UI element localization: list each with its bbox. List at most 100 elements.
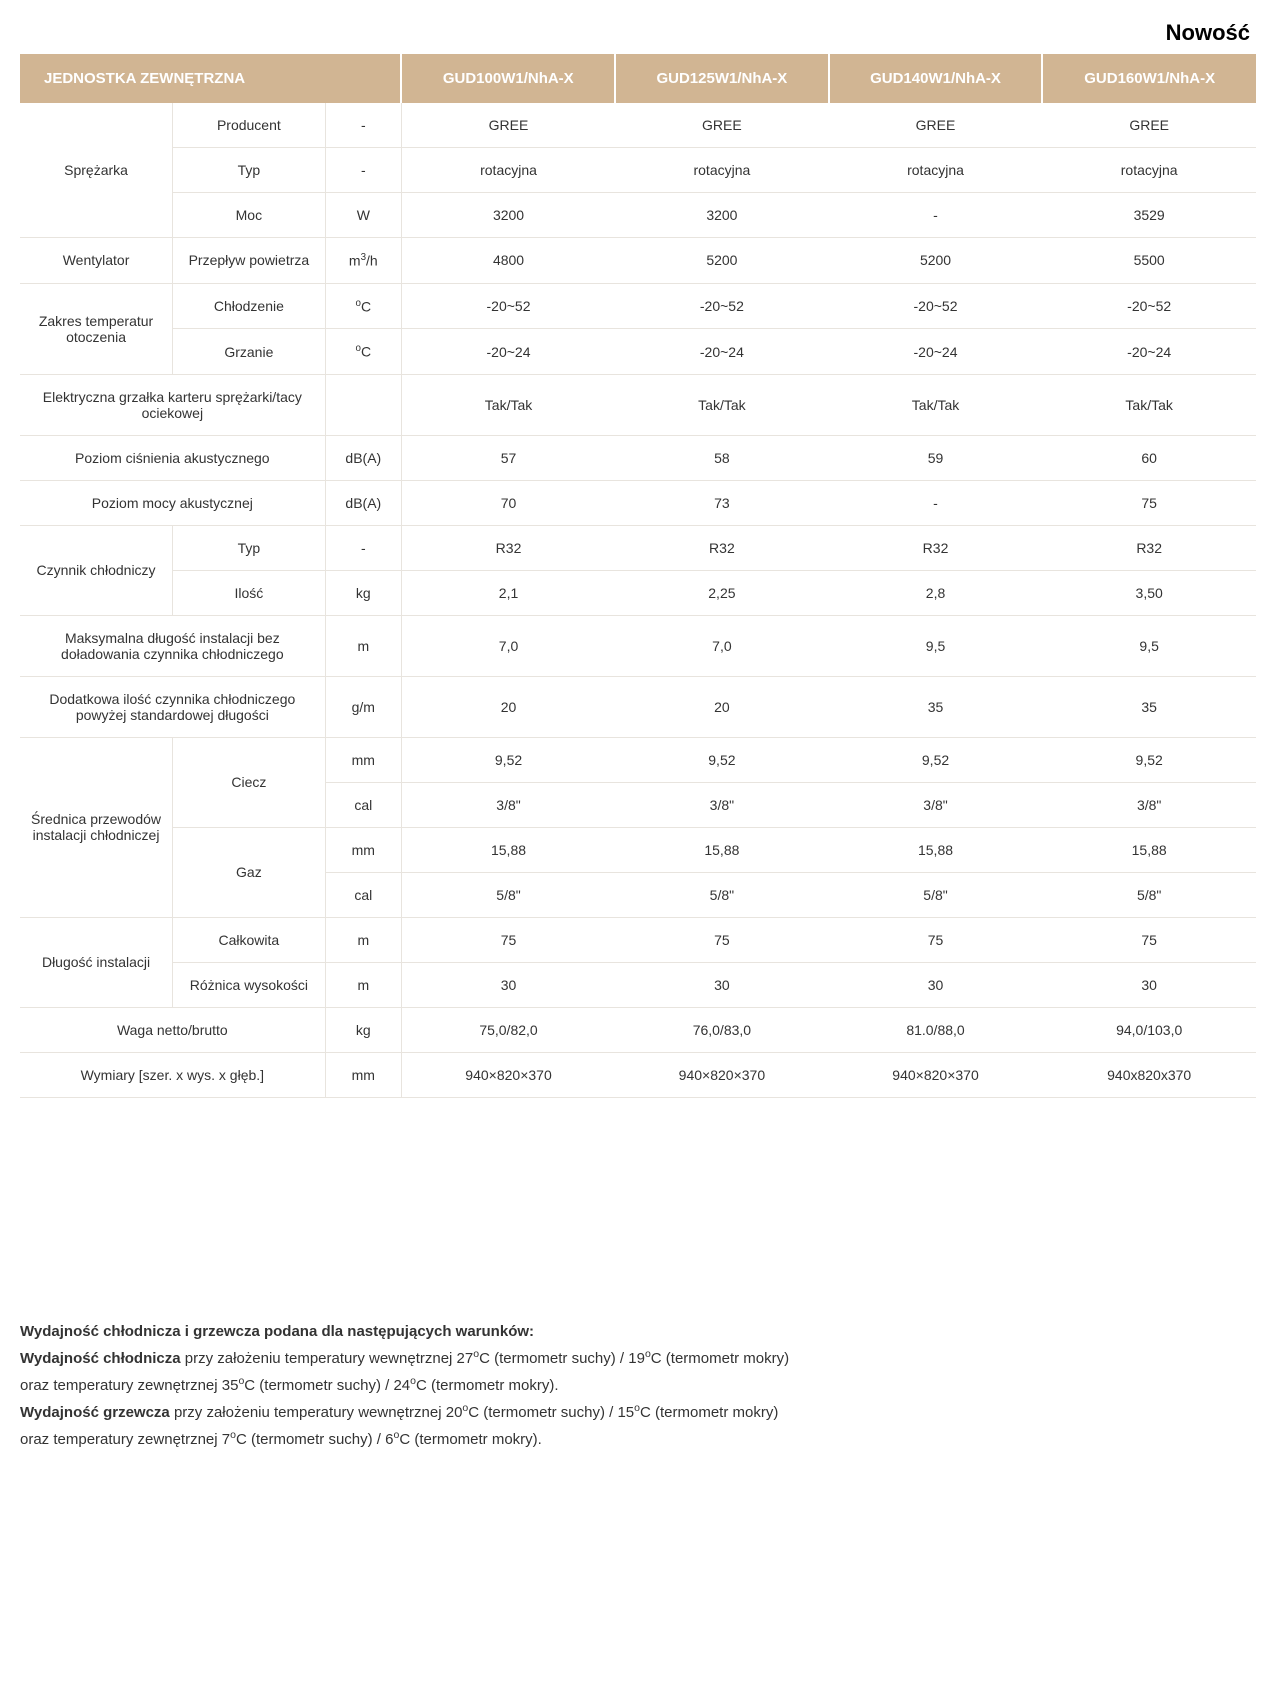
row-value: 20	[401, 676, 615, 737]
row-value: rotacyjna	[829, 148, 1043, 193]
row-value: 9,5	[829, 615, 1043, 676]
table-row: Poziom ciśnienia akustycznegodB(A)575859…	[20, 435, 1256, 480]
row-value: 3/8"	[615, 782, 829, 827]
row-value: 35	[1042, 676, 1256, 737]
table-row: Czynnik chłodniczyTyp-R32R32R32R32	[20, 525, 1256, 570]
row-value: -20~52	[615, 283, 829, 329]
row-group-label: Sprężarka	[20, 103, 173, 238]
row-value: 15,88	[829, 827, 1043, 872]
table-row: SprężarkaProducent-GREEGREEGREEGREE	[20, 103, 1256, 148]
row-value: 58	[615, 435, 829, 480]
row-value: 3529	[1042, 193, 1256, 238]
row-value: Tak/Tak	[615, 374, 829, 435]
notes-line-text: oraz temperatury zewnętrznej 7oC (termom…	[20, 1431, 542, 1448]
header-model-1: GUD125W1/NhA-X	[615, 54, 829, 103]
table-header: JEDNOSTKA ZEWNĘTRZNA GUD100W1/NhA-X GUD1…	[20, 54, 1256, 103]
row-value: 5/8"	[829, 872, 1043, 917]
row-sub-label: Ilość	[173, 570, 326, 615]
row-value: 81.0/88,0	[829, 1007, 1043, 1052]
row-value: 70	[401, 480, 615, 525]
row-value: 3/8"	[829, 782, 1043, 827]
table-row: Wymiary [szer. x wys. x głęb.]mm940×820×…	[20, 1052, 1256, 1097]
row-value: 75,0/82,0	[401, 1007, 615, 1052]
notes-line: oraz temperatury zewnętrznej 7oC (termom…	[20, 1426, 1256, 1453]
row-full-label: Wymiary [szer. x wys. x głęb.]	[20, 1052, 325, 1097]
row-full-label: Poziom ciśnienia akustycznego	[20, 435, 325, 480]
spec-table: JEDNOSTKA ZEWNĘTRZNA GUD100W1/NhA-X GUD1…	[20, 54, 1256, 1098]
notes-line-bold: Wydajność chłodnicza	[20, 1350, 181, 1367]
row-unit: mm	[325, 1052, 401, 1097]
table-row: Waga netto/bruttokg75,0/82,076,0/83,081.…	[20, 1007, 1256, 1052]
row-value: 9,52	[401, 737, 615, 782]
notes-line-text: przy założeniu temperatury wewnętrznej 2…	[170, 1404, 779, 1421]
table-row: GrzanieoC-20~24-20~24-20~24-20~24	[20, 329, 1256, 375]
notes-section: Wydajność chłodnicza i grzewcza podana d…	[20, 1318, 1256, 1453]
row-subgroup-label: Gaz	[173, 827, 326, 917]
row-unit: m	[325, 962, 401, 1007]
row-unit: cal	[325, 782, 401, 827]
row-value: 30	[1042, 962, 1256, 1007]
row-unit: mm	[325, 827, 401, 872]
row-value: 75	[1042, 917, 1256, 962]
row-value: R32	[401, 525, 615, 570]
row-value: R32	[829, 525, 1043, 570]
row-value: 3/8"	[401, 782, 615, 827]
row-value: 59	[829, 435, 1043, 480]
row-unit: m	[325, 917, 401, 962]
row-unit: oC	[325, 283, 401, 329]
header-model-3: GUD160W1/NhA-X	[1042, 54, 1256, 103]
table-row: Typ-rotacyjnarotacyjnarotacyjnarotacyjna	[20, 148, 1256, 193]
row-value: 3,50	[1042, 570, 1256, 615]
row-value: -20~24	[401, 329, 615, 375]
row-value: -20~24	[829, 329, 1043, 375]
row-value: 73	[615, 480, 829, 525]
table-row: Ilośćkg2,12,252,83,50	[20, 570, 1256, 615]
row-sub-label: Typ	[173, 148, 326, 193]
row-sub-label: Całkowita	[173, 917, 326, 962]
row-unit: cal	[325, 872, 401, 917]
row-value: 75	[615, 917, 829, 962]
row-value: 30	[829, 962, 1043, 1007]
table-row: Poziom mocy akustycznejdB(A)7073-75	[20, 480, 1256, 525]
row-value: 75	[1042, 480, 1256, 525]
row-value: 5200	[829, 238, 1043, 284]
notes-line: Wydajność grzewcza przy założeniu temper…	[20, 1399, 1256, 1426]
row-value: 9,52	[1042, 737, 1256, 782]
row-sub-label: Grzanie	[173, 329, 326, 375]
row-full-label: Waga netto/brutto	[20, 1007, 325, 1052]
table-row: Gazmm15,8815,8815,8815,88	[20, 827, 1256, 872]
row-value: 5200	[615, 238, 829, 284]
row-value: 940×820×370	[401, 1052, 615, 1097]
row-value: 5500	[1042, 238, 1256, 284]
row-sub-label: Chłodzenie	[173, 283, 326, 329]
row-value: 15,88	[401, 827, 615, 872]
table-row: Długość instalacjiCałkowitam75757575	[20, 917, 1256, 962]
row-unit: g/m	[325, 676, 401, 737]
row-value: 5/8"	[401, 872, 615, 917]
row-value: 30	[401, 962, 615, 1007]
header-model-2: GUD140W1/NhA-X	[829, 54, 1043, 103]
row-value: GREE	[829, 103, 1043, 148]
row-value: 60	[1042, 435, 1256, 480]
row-full-label: Elektryczna grzałka karteru sprężarki/ta…	[20, 374, 325, 435]
row-value: -20~24	[615, 329, 829, 375]
table-row: Różnica wysokościm30303030	[20, 962, 1256, 1007]
row-value: rotacyjna	[615, 148, 829, 193]
row-value: 15,88	[615, 827, 829, 872]
row-unit: oC	[325, 329, 401, 375]
row-unit: kg	[325, 1007, 401, 1052]
row-sub-label: Typ	[173, 525, 326, 570]
table-body: SprężarkaProducent-GREEGREEGREEGREETyp-r…	[20, 103, 1256, 1097]
row-value: 3200	[615, 193, 829, 238]
row-unit: m	[325, 615, 401, 676]
row-group-label: Zakres temperatur otoczenia	[20, 283, 173, 374]
row-value: -20~52	[401, 283, 615, 329]
row-unit: kg	[325, 570, 401, 615]
row-unit: W	[325, 193, 401, 238]
row-full-label: Maksymalna długość instalacji bez dołado…	[20, 615, 325, 676]
row-value: 4800	[401, 238, 615, 284]
row-value: 9,52	[615, 737, 829, 782]
notes-line-text: oraz temperatury zewnętrznej 35oC (termo…	[20, 1377, 559, 1394]
row-value: Tak/Tak	[829, 374, 1043, 435]
table-row: MocW32003200-3529	[20, 193, 1256, 238]
